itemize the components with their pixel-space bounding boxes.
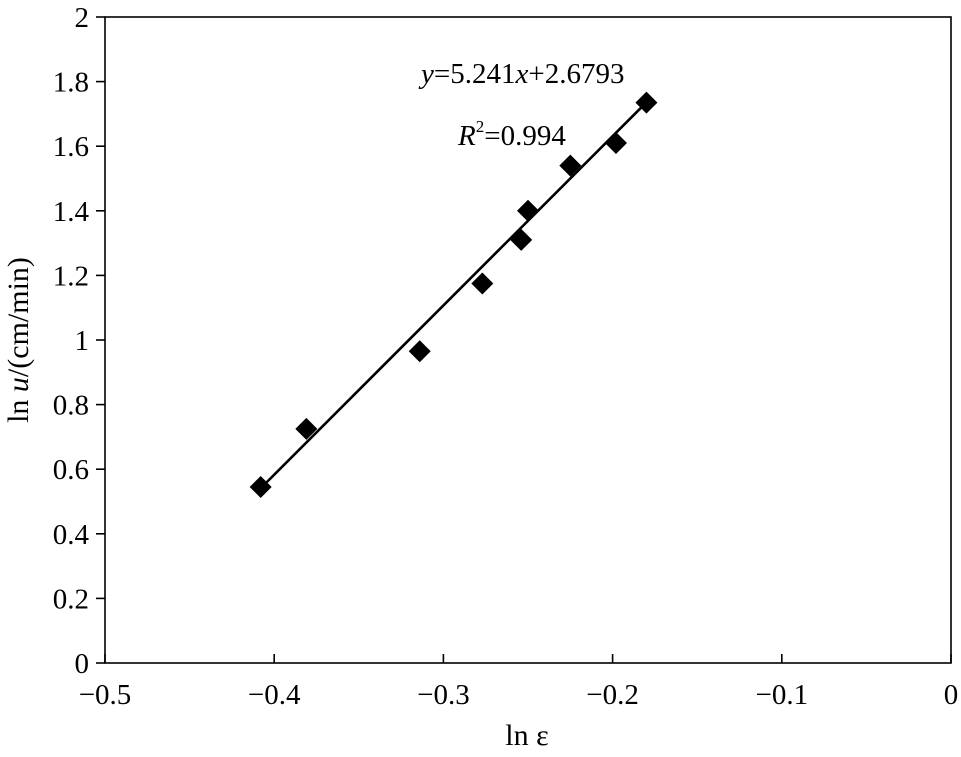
axis-ticks bbox=[96, 16, 952, 664]
data-point bbox=[559, 154, 582, 177]
fit-line-layer bbox=[259, 101, 648, 490]
data-points bbox=[249, 91, 658, 498]
data-point bbox=[408, 340, 431, 363]
r-squared-value: =0.994 bbox=[484, 120, 566, 152]
x-tick-label: −0.4 bbox=[248, 679, 301, 711]
equation-coefficient: =5.241 bbox=[434, 58, 516, 90]
data-point bbox=[295, 417, 318, 440]
y-tick-label: 0.8 bbox=[53, 390, 89, 422]
axis-tick-labels: −0.5 −0.4 −0.3 −0.2 −0.1 0 0 0.2 0.4 0.6 0.8 1 1.2 1.… bbox=[53, 2, 959, 711]
y-tick-label: 1.2 bbox=[53, 260, 89, 292]
data-point bbox=[517, 199, 539, 222]
x-tick-label: 0 bbox=[944, 679, 959, 711]
x-tick-label: −0.2 bbox=[586, 679, 639, 711]
x-tick-label: −0.1 bbox=[755, 679, 808, 711]
data-point bbox=[471, 272, 494, 295]
regression-equation: y=5.241x+2.6793 bbox=[418, 58, 624, 90]
data-point bbox=[249, 475, 272, 498]
fit-line bbox=[259, 101, 648, 490]
y-axis-label-suffix: /(cm/min) bbox=[2, 257, 35, 377]
y-axis-label: ln u/(cm/min) bbox=[2, 257, 35, 423]
y-tick-label: 0 bbox=[75, 648, 90, 680]
y-axis-label-symbol: u bbox=[2, 377, 35, 392]
y-tick-label: 1.6 bbox=[53, 131, 89, 163]
x-axis-label-symbol: ε bbox=[536, 719, 549, 752]
r-squared-superscript: 2 bbox=[476, 117, 485, 136]
equation-constant: +2.6793 bbox=[528, 58, 624, 90]
equation-x-var: x bbox=[514, 58, 528, 90]
plot-frame bbox=[104, 16, 952, 664]
data-point bbox=[604, 131, 627, 154]
y-tick-label: 2 bbox=[75, 2, 90, 34]
x-axis-label: ln ε bbox=[505, 719, 548, 752]
y-tick-label: 1 bbox=[75, 325, 90, 357]
r-squared-var: R bbox=[457, 120, 476, 152]
x-tick-label: −0.5 bbox=[79, 679, 132, 711]
y-tick-label: 1.8 bbox=[53, 67, 89, 99]
data-point bbox=[510, 228, 533, 251]
x-tick-label: −0.3 bbox=[417, 679, 470, 711]
y-tick-label: 1.4 bbox=[53, 196, 90, 228]
y-tick-label: 0.2 bbox=[53, 583, 89, 615]
equation-y-var: y bbox=[418, 58, 434, 90]
x-axis-label-prefix: ln bbox=[505, 719, 536, 752]
r-squared-annotation: R2=0.994 bbox=[457, 117, 566, 152]
y-tick-label: 0.6 bbox=[53, 454, 89, 486]
y-tick-label: 0.4 bbox=[53, 519, 90, 551]
y-axis-label-prefix: ln bbox=[2, 392, 35, 423]
data-point bbox=[635, 91, 658, 114]
